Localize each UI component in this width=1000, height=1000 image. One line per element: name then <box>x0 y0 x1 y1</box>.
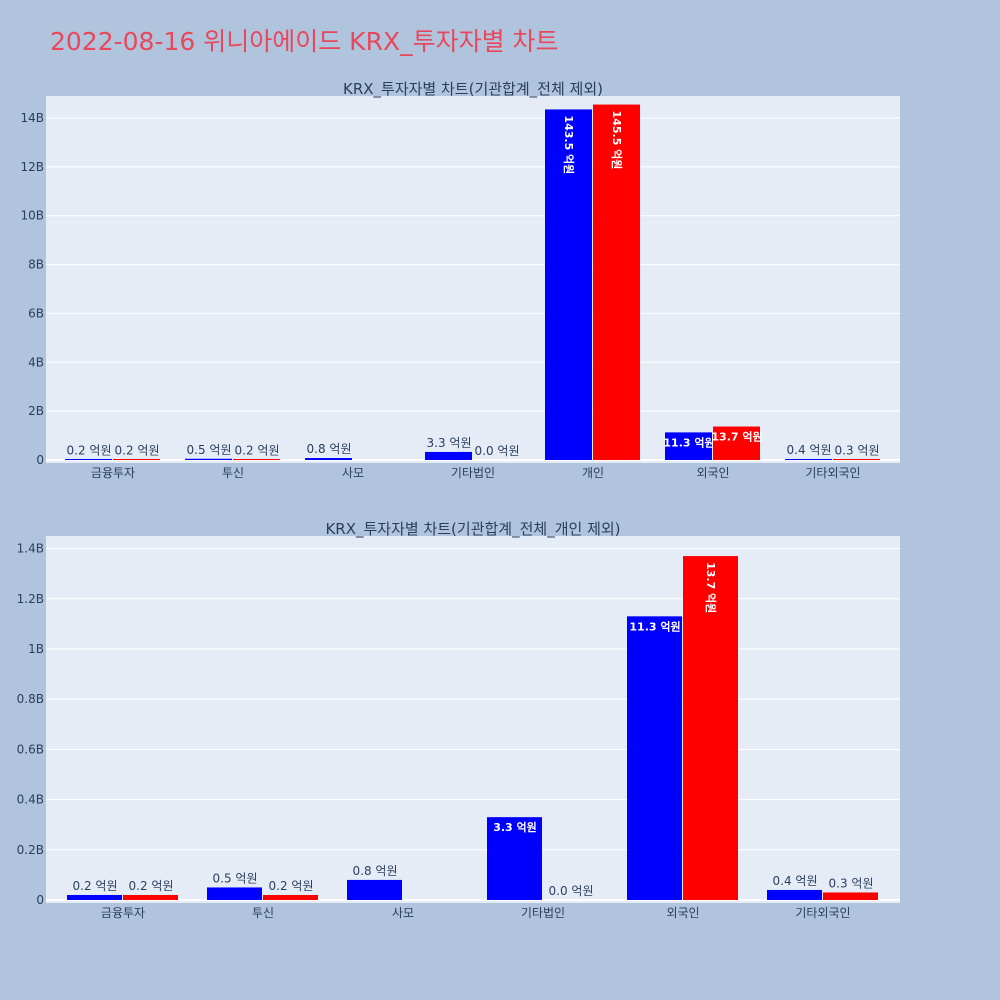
chart-bottom: KRX_투자자별 차트(기관합계_전체_개인 제외) 0 0.2B 0.4B 0.6B 0… <box>17 520 900 920</box>
x-tick-label: 개인 <box>582 466 604 480</box>
x-tick-label: 금융투자 <box>101 906 145 920</box>
y-tick-label: 6B <box>28 306 44 320</box>
y-tick-label: 1B <box>28 642 44 656</box>
bar <box>833 459 880 460</box>
y-tick-label: 0.6B <box>17 742 44 756</box>
bar <box>665 432 712 460</box>
data-label: 0.2 억원 <box>115 444 160 458</box>
plot-area <box>46 96 900 463</box>
data-label: 0.0 억원 <box>549 884 594 898</box>
data-label: 145.5 억원 <box>610 111 624 170</box>
bar <box>683 556 738 900</box>
chart-title: KRX_투자자별 차트(기관합계_전체_개인 제외) <box>325 520 620 539</box>
chart-top: KRX_투자자별 차트(기관합계_전체 제외) 0 2B 4B 6B 8B 10B 12B 14… <box>20 80 900 480</box>
x-tick-label: 외국인 <box>666 906 699 920</box>
bar <box>627 616 682 900</box>
bar <box>487 817 542 900</box>
data-label: 0.3 억원 <box>835 443 880 457</box>
y-tick-label: 8B <box>28 258 44 272</box>
bar <box>113 459 160 460</box>
x-tick-label: 기타외국인 <box>805 466 860 480</box>
bar <box>785 459 832 460</box>
y-tick-label: 0 <box>36 453 44 467</box>
page-title: 2022-08-16 위니아에이드 KRX_투자자별 차트 <box>50 27 559 56</box>
data-label: 0.3 억원 <box>829 876 874 890</box>
bar <box>67 894 122 900</box>
bar <box>263 894 318 900</box>
bar <box>65 459 112 460</box>
data-label: 0.2 억원 <box>129 879 174 893</box>
bar <box>123 894 178 900</box>
data-label: 0.2 억원 <box>67 444 112 458</box>
y-tick-label: 0.2B <box>17 843 44 857</box>
x-tick-label: 기타법인 <box>521 906 565 920</box>
chart-title: KRX_투자자별 차트(기관합계_전체 제외) <box>343 80 603 99</box>
x-tick-label: 기타법인 <box>451 466 495 480</box>
y-tick-label: 10B <box>20 209 44 223</box>
data-label: 3.3 억원 <box>493 820 537 834</box>
bar <box>425 451 472 460</box>
x-tick-label: 투신 <box>222 466 244 480</box>
bar <box>347 879 402 900</box>
data-label: 11.3 억원 <box>629 619 680 633</box>
bar <box>545 109 592 460</box>
y-tick-label: 1.2B <box>17 592 44 606</box>
bar <box>233 459 280 460</box>
y-tick-label: 0.4B <box>17 793 44 807</box>
data-label: 0.4 억원 <box>787 443 832 457</box>
bar <box>713 426 760 460</box>
bar <box>207 887 262 900</box>
y-tick-label: 0 <box>36 893 44 907</box>
bar <box>593 104 640 460</box>
plot-area <box>46 536 900 903</box>
x-tick-label: 사모 <box>342 466 364 480</box>
data-label: 13.7 억원 <box>711 430 762 444</box>
y-tick-label: 12B <box>20 160 44 174</box>
y-tick-label: 1.4B <box>17 542 44 556</box>
x-tick-label: 투신 <box>252 906 274 920</box>
data-label: 0.8 억원 <box>353 864 398 878</box>
data-label: 0.8 억원 <box>307 442 352 456</box>
data-label: 13.7 억원 <box>704 562 718 613</box>
data-label: 0.2 억원 <box>73 879 118 893</box>
data-label: 0.2 억원 <box>269 879 314 893</box>
bar <box>305 458 352 460</box>
bar <box>767 889 822 900</box>
data-label: 0.4 억원 <box>773 874 818 888</box>
data-label: 0.0 억원 <box>475 444 520 458</box>
y-tick-label: 14B <box>20 111 44 125</box>
x-tick-label: 금융투자 <box>91 466 135 480</box>
data-label: 11.3 억원 <box>663 435 714 449</box>
data-label: 143.5 억원 <box>562 115 576 174</box>
data-label: 0.5 억원 <box>213 871 258 885</box>
bar <box>823 892 878 900</box>
bar <box>185 458 232 460</box>
x-tick-label: 외국인 <box>696 466 729 480</box>
data-label: 3.3 억원 <box>427 436 472 450</box>
data-label: 0.5 억원 <box>187 443 232 457</box>
y-tick-label: 2B <box>28 404 44 418</box>
y-tick-label: 4B <box>28 355 44 369</box>
y-tick-label: 0.8B <box>17 692 44 706</box>
x-tick-label: 기타외국인 <box>795 906 850 920</box>
data-label: 0.2 억원 <box>235 444 280 458</box>
x-tick-label: 사모 <box>392 906 414 920</box>
